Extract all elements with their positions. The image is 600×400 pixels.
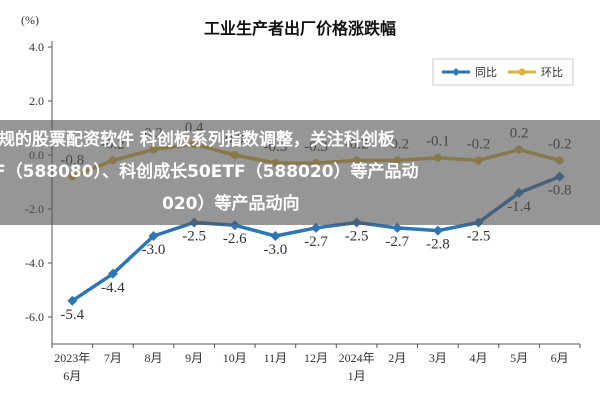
x-tick-label: 2月 xyxy=(388,351,406,365)
data-label: -2.7 xyxy=(304,234,328,250)
series-point xyxy=(148,231,159,241)
legend-marker xyxy=(452,68,460,76)
data-label: -4.4 xyxy=(101,280,125,296)
data-label: -5.4 xyxy=(60,307,84,323)
overlay-line-1: 规的股票配资软件 科创板系列指数调整，关注科创板 xyxy=(0,129,600,151)
overlay-line-2: F（588080）、科创成长50ETF（588020）等产品动 xyxy=(0,161,600,183)
legend-marker xyxy=(518,68,526,76)
data-label: -2.5 xyxy=(467,229,491,245)
overlay-text-3: 020）等产品动向 xyxy=(162,194,300,214)
overlay-text-1: 规的股票配资软件 科创板系列指数调整，关注科创板 xyxy=(0,130,395,150)
x-tick-label: 11月 xyxy=(264,351,288,365)
x-tick-label: 3月 xyxy=(429,351,447,365)
x-tick-label: 1月 xyxy=(348,369,366,383)
data-label: -2.5 xyxy=(182,229,206,245)
x-tick-label: 7月 xyxy=(104,351,122,365)
data-label: -2.8 xyxy=(426,237,450,253)
x-tick-label: 6月 xyxy=(63,369,81,383)
x-tick-label: 8月 xyxy=(145,351,163,365)
legend: 同比 环比 xyxy=(432,58,574,86)
y-tick-label: 4.0 xyxy=(29,40,44,54)
y-axis-unit: (%) xyxy=(21,13,39,27)
x-tick-label: 4月 xyxy=(469,351,487,365)
y-tick-label: -4.0 xyxy=(25,256,44,270)
x-tick-label: 2024年 xyxy=(339,351,375,365)
y-tick-label: 2.0 xyxy=(29,94,44,108)
x-tick-label: 10月 xyxy=(223,351,247,365)
series-point xyxy=(392,222,403,233)
data-label: -2.7 xyxy=(385,234,409,250)
y-tick-label: -6.0 xyxy=(25,310,44,324)
headline-overlay: 规的股票配资软件 科创板系列指数调整，关注科创板 F（588080）、科创成长5… xyxy=(0,120,600,225)
series-point xyxy=(67,295,78,306)
x-tick-label: 9月 xyxy=(185,351,203,365)
x-tick-label: 12月 xyxy=(304,351,328,365)
chart-title: 工业生产者出厂价格涨跌幅 xyxy=(204,19,396,38)
data-label: -3.0 xyxy=(264,242,288,258)
legend-label: 环比 xyxy=(541,66,563,79)
x-tick-label: 6月 xyxy=(551,351,569,365)
x-tick-label: 2023年 xyxy=(54,351,90,365)
series-point xyxy=(311,222,321,233)
legend-label: 同比 xyxy=(475,66,497,79)
overlay-text-2: F（588080）、科创成长50ETF（588020）等产品动 xyxy=(0,162,419,182)
data-label: -3.0 xyxy=(142,242,166,258)
overlay-line-3: 020）等产品动向 xyxy=(0,193,600,215)
data-label: -2.6 xyxy=(223,231,247,247)
x-tick-label: 5月 xyxy=(510,351,528,365)
series-point xyxy=(107,268,118,279)
series-point xyxy=(432,225,443,236)
data-label: -2.5 xyxy=(345,229,369,245)
series-point xyxy=(270,231,281,241)
